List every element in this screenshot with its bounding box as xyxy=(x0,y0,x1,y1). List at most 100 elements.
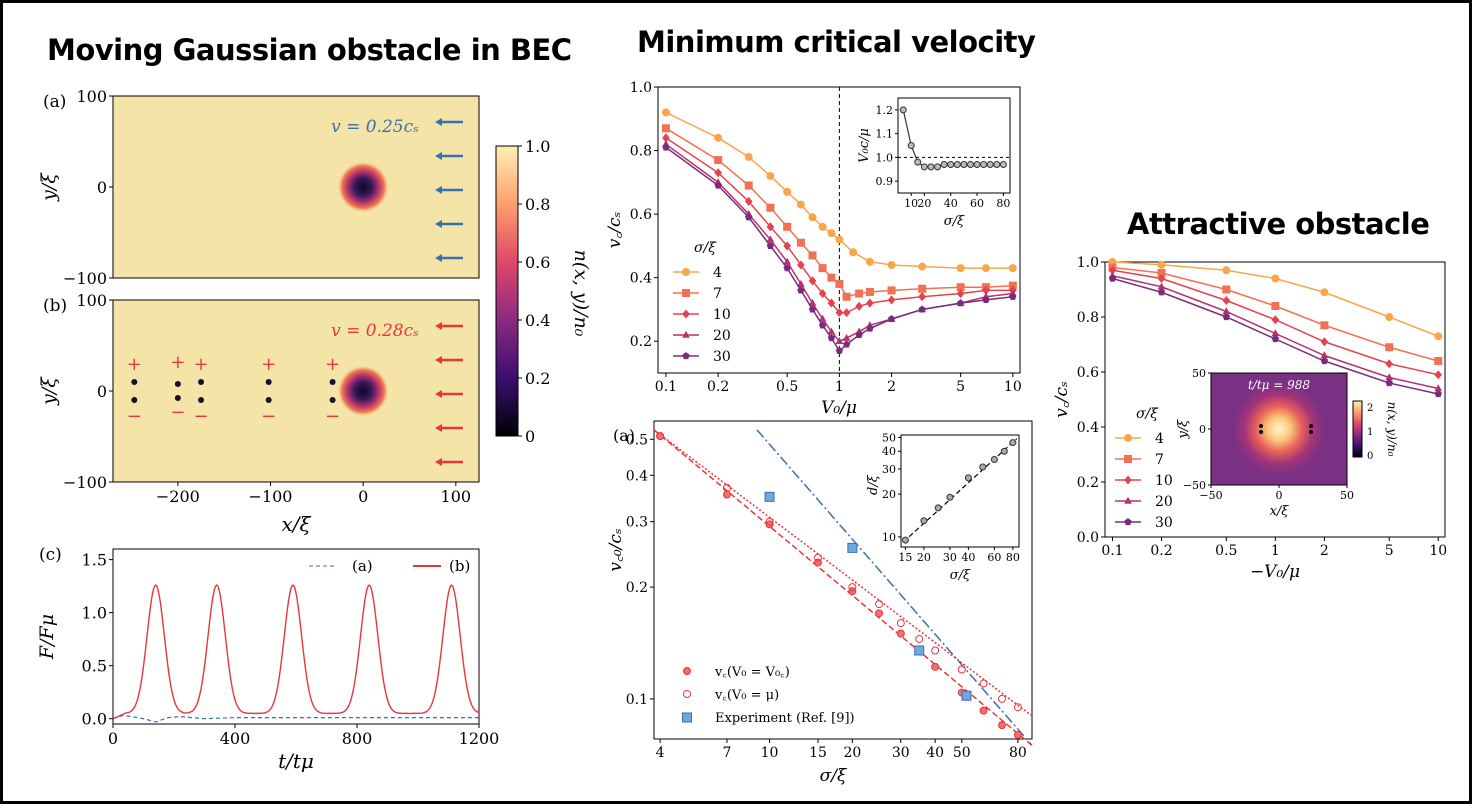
critical-velocity-point xyxy=(855,331,863,338)
panel-a-obstacle xyxy=(337,161,390,213)
panel-b-vortex xyxy=(131,397,138,403)
panel-a-ytick-label: 0 xyxy=(97,178,107,197)
critical-velocity-point xyxy=(797,279,805,287)
critical-velocity-point xyxy=(783,264,791,272)
critical-velocity-point xyxy=(1009,292,1017,300)
force-ytick-label: 1.0 xyxy=(82,604,107,623)
critical-velocity-point xyxy=(662,143,670,151)
panel-b-vortex xyxy=(174,395,181,401)
critical-velocity-legend-marker xyxy=(682,268,690,276)
critical-velocity-point xyxy=(714,156,723,165)
critical-velocity-point xyxy=(956,289,965,299)
attractive-point xyxy=(1385,359,1394,369)
attr-inset-xtick-label: −50 xyxy=(1199,489,1222,502)
critical-velocity-point xyxy=(766,222,775,232)
attr-inset-xtick-label: 0 xyxy=(1276,489,1283,502)
min-velocity-point-filled xyxy=(1013,730,1022,739)
panel-b-vortex xyxy=(174,381,181,387)
cv-inset-xtick-label: 80 xyxy=(996,197,1010,210)
min-velocity-xtick-label: 80 xyxy=(1009,745,1027,761)
cv-inset-point xyxy=(999,161,1007,168)
attr-inset-colorbar-label: n(x, y)/n₀ xyxy=(1385,402,1399,457)
panel-b-vortex-minus: − xyxy=(127,406,142,427)
title-right: Attractive obstacle xyxy=(1127,207,1430,241)
attractive-legend-label: 7 xyxy=(1155,452,1164,468)
attractive-point xyxy=(1108,274,1117,282)
cv-inset-xtick-label: 60 xyxy=(970,197,984,210)
panel-b-ylabel: y/ξ xyxy=(38,376,60,406)
attr-inset-obstacle xyxy=(1233,383,1325,475)
attr-inset-colorbar xyxy=(1352,400,1363,458)
panel-b-vortex xyxy=(198,379,205,385)
min-velocity-point-open xyxy=(997,694,1006,703)
min-velocity-ytick-label: 0.5 xyxy=(626,432,648,448)
cv-inset-point xyxy=(934,163,942,171)
force-series-a xyxy=(112,714,479,723)
min-velocity-xtick-label: 50 xyxy=(953,745,971,761)
min-velocity-ylabel: v꜀₀/cₛ xyxy=(606,528,626,572)
colorbar-tick-label: 0.2 xyxy=(525,369,550,388)
min-velocity-xlabel: σ/ξ xyxy=(820,766,848,786)
force-xlabel: t/tμ xyxy=(278,749,314,773)
mv-inset-point xyxy=(990,455,998,463)
force-ytick-label: 0.5 xyxy=(82,657,107,676)
attractive-point xyxy=(1434,384,1443,392)
cv-inset-ytick-label: 1.2 xyxy=(876,104,894,117)
cv-inset-ytick-label: 0.9 xyxy=(876,175,894,188)
min-velocity-fit-line xyxy=(756,429,1033,746)
critical-velocity-point xyxy=(808,251,817,260)
attractive-legend-label: 30 xyxy=(1155,515,1173,531)
attr-inset-ytick-label: −50 xyxy=(1183,479,1206,492)
density-xtick-label: 0 xyxy=(358,487,368,506)
min-velocity-legend-label: v꜀(V₀ = μ) xyxy=(714,688,779,703)
mv-inset-ytick-label: 40 xyxy=(882,445,896,458)
mv-inset-ytick-label: 10 xyxy=(882,531,896,544)
critical-velocity-xtick-label: 10 xyxy=(1004,379,1022,395)
mv-inset-point xyxy=(920,517,928,525)
cv-inset-xtick-label: 20 xyxy=(917,197,931,210)
colorbar-label: n(x, y)/n₀ xyxy=(570,250,592,337)
critical-velocity-point xyxy=(796,200,805,209)
attractive-point xyxy=(1385,379,1393,387)
mv-inset-fit xyxy=(902,438,1018,543)
critical-velocity-point xyxy=(745,213,753,221)
min-velocity-point-filled xyxy=(875,609,884,618)
attr-inset-xlabel: x/ξ xyxy=(1270,504,1290,519)
mv-inset-ylabel: d/ξ xyxy=(866,474,881,495)
critical-velocity-point xyxy=(766,203,775,212)
critical-velocity-ytick-label: 0.6 xyxy=(630,207,652,223)
mv-inset-point xyxy=(1000,447,1008,455)
panel-b-obstacle xyxy=(337,365,390,417)
force-legend-b-label: (b) xyxy=(449,557,470,575)
critical-velocity-point xyxy=(744,196,753,206)
density-xtick-label: −100 xyxy=(249,487,293,506)
min-velocity-point-open xyxy=(915,634,924,643)
attr-inset-label: t/tμ = 988 xyxy=(1248,378,1310,392)
panel-b-vortex xyxy=(198,397,205,403)
mv-inset-point xyxy=(964,474,972,482)
critical-velocity-point xyxy=(887,286,896,295)
attr-inset-vortex xyxy=(1309,424,1313,428)
panel-b-vortex-plus: + xyxy=(170,352,185,373)
cv-inset-xtick-label: 40 xyxy=(944,197,958,210)
attractive-point xyxy=(1222,266,1231,275)
attractive-point xyxy=(1222,295,1231,306)
critical-velocity-ytick-label: 0.2 xyxy=(630,334,652,350)
panel-b-vortex xyxy=(265,379,272,385)
min-velocity-fit-line xyxy=(653,429,1033,717)
attractive-legend-marker xyxy=(1124,475,1132,485)
attr-inset-vortex xyxy=(1259,424,1263,428)
attractive-xtick-label: 10 xyxy=(1429,543,1447,559)
attractive-ylabel: v꜀/cₛ xyxy=(1052,381,1072,418)
min-velocity-point-open xyxy=(765,517,774,526)
critical-velocity-point xyxy=(855,289,864,298)
critical-velocity-point xyxy=(827,273,836,282)
mv-inset-xtick-label: 80 xyxy=(1006,551,1020,564)
min-velocity-ytick-label: 0.2 xyxy=(626,580,648,596)
cv-inset-point xyxy=(960,161,968,168)
critical-velocity-ytick-label: 0.8 xyxy=(630,144,652,160)
critical-velocity-legend-label: 30 xyxy=(713,349,731,365)
force-ytick-label: 0.0 xyxy=(82,710,107,729)
panel-a-density-field xyxy=(113,96,479,278)
